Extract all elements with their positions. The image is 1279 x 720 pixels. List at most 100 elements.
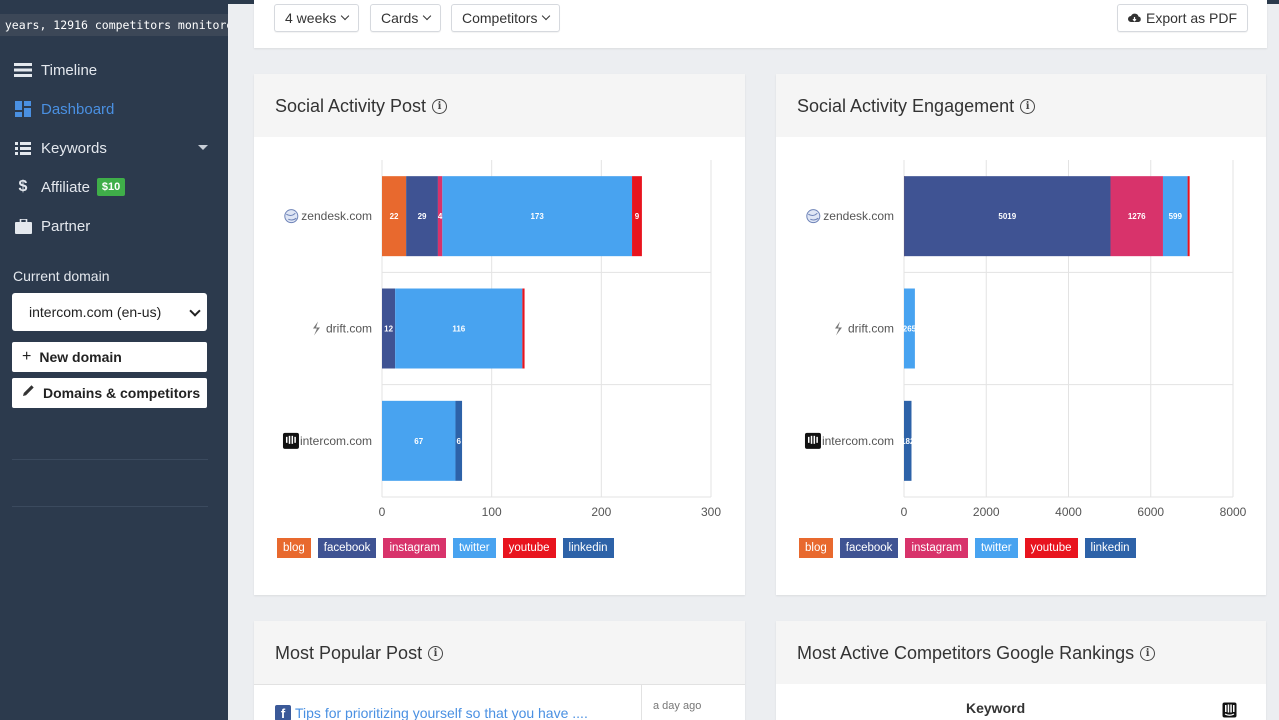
bar-data-label: 4 xyxy=(438,212,443,221)
x-tick-label: 0 xyxy=(379,505,386,519)
sidebar-divider xyxy=(12,506,208,507)
bar-data-label: 265 xyxy=(903,325,917,334)
intercom-logo-bar xyxy=(285,436,288,443)
legend-linkedin[interactable]: linkedin xyxy=(1084,538,1136,558)
popular-post-row: f Tips for prioritizing yourself so that… xyxy=(254,684,745,720)
competitors-dropdown[interactable]: Competitors xyxy=(451,4,561,32)
export-pdf-button[interactable]: Export as PDF xyxy=(1117,4,1249,32)
bar-segment-youtube xyxy=(1187,176,1190,257)
view-dropdown[interactable]: Cards xyxy=(370,4,442,32)
nav-dashboard-label: Dashboard xyxy=(41,100,115,118)
legend-blog[interactable]: blog xyxy=(277,538,311,558)
most-popular-post-card: Most Popular Post i f Tips for prioritiz… xyxy=(254,621,745,720)
nav-dashboard[interactable]: Dashboard xyxy=(0,91,228,127)
nav-affiliate[interactable]: $ Affiliate $10 xyxy=(0,169,228,205)
legend-youtube[interactable]: youtube xyxy=(502,538,556,558)
y-category-label: drift.com xyxy=(326,322,372,336)
bar-segment-facebook xyxy=(904,176,1111,257)
bar-data-label: 12 xyxy=(384,325,393,334)
export-label: Export as PDF xyxy=(1146,10,1238,26)
dollar-icon: $ xyxy=(18,178,28,195)
chevron-down-icon[interactable] xyxy=(198,145,208,150)
intercom-logo-bar xyxy=(291,435,294,444)
legend-blog[interactable]: blog xyxy=(799,538,833,558)
social-activity-engagement-card: Social Activity Engagement i 0 2000 4000 60… xyxy=(776,74,1266,595)
x-tick-label: 6000 xyxy=(1137,505,1164,519)
legend-instagram[interactable]: instagram xyxy=(905,538,968,558)
nav-keywords[interactable]: Keywords xyxy=(0,130,228,166)
info-icon[interactable]: i xyxy=(428,646,444,661)
chevron-down-icon xyxy=(542,11,551,21)
bar-segment-twitter xyxy=(395,288,523,369)
legend-youtube[interactable]: youtube xyxy=(1024,538,1078,558)
info-icon[interactable]: i xyxy=(432,99,448,114)
x-tick-label: 2000 xyxy=(973,505,1000,519)
globe-icon-lines xyxy=(808,212,819,221)
bar-data-label: 116 xyxy=(452,325,465,334)
card-title: Most Popular Post i xyxy=(275,643,444,664)
x-tick-label: 200 xyxy=(591,505,611,519)
bar-data-label: 5019 xyxy=(998,212,1016,221)
y-category-label: drift.com xyxy=(848,322,894,336)
current-domain-select[interactable]: intercom.com (en-us) xyxy=(12,293,207,331)
card-title: Social Activity Post i xyxy=(275,96,448,117)
popular-post-link[interactable]: Tips for prioritizing yourself so that y… xyxy=(295,705,588,720)
info-icon[interactable]: i xyxy=(1020,99,1036,114)
bar-data-label: 9 xyxy=(635,212,640,221)
bar-segment-youtube xyxy=(522,288,525,369)
nav-partner-label: Partner xyxy=(41,217,91,235)
info-icon[interactable]: i xyxy=(1140,646,1156,661)
intercom-logo-bar xyxy=(813,435,816,444)
legend-facebook[interactable]: facebook xyxy=(839,538,899,558)
bar-segment-instagram xyxy=(1110,176,1163,257)
monitoring-banner: 3 years, 12916 competitors monitored xyxy=(0,14,228,36)
lightning-icon xyxy=(834,321,842,336)
legend-instagram[interactable]: instagram xyxy=(383,538,446,558)
nav-partner[interactable]: Partner xyxy=(0,208,228,244)
bar-segment-blog xyxy=(382,176,407,257)
nav-affiliate-label: Affiliate xyxy=(41,178,90,196)
keyword-column-header[interactable]: Keyword xyxy=(966,700,1026,716)
intercom-logo-bar xyxy=(294,436,296,443)
intercom-logo-bar xyxy=(810,435,813,444)
globe-icon xyxy=(284,209,299,224)
y-category-label: intercom.com xyxy=(300,434,372,448)
y-category-label: intercom.com xyxy=(822,434,894,448)
globe-icon-lines xyxy=(286,212,297,221)
nav-timeline-label: Timeline xyxy=(41,61,98,79)
view-label: Cards xyxy=(381,10,419,26)
bar-segment-linkedin xyxy=(455,400,463,481)
intercom-logo-icon xyxy=(1222,702,1237,720)
timeline-icon xyxy=(13,63,33,77)
legend-twitter[interactable]: twitter xyxy=(452,538,496,558)
social-post-title: Social Activity Post xyxy=(275,96,427,116)
x-tick-label: 100 xyxy=(482,505,502,519)
nav-keywords-label: Keywords xyxy=(41,139,107,157)
period-dropdown[interactable]: 4 weeks xyxy=(274,4,360,32)
google-rankings-card: Most Active Competitors Google Rankings … xyxy=(776,621,1266,720)
bar-data-label: 29 xyxy=(418,212,427,221)
nav-timeline[interactable]: Timeline xyxy=(0,52,228,88)
legend-twitter[interactable]: twitter xyxy=(974,538,1018,558)
card-header xyxy=(776,621,1266,684)
bar-data-label: 22 xyxy=(390,212,399,221)
bar-segment-twitter xyxy=(382,400,456,481)
legend-facebook[interactable]: facebook xyxy=(317,538,377,558)
banner-text: 3 years, 12916 competitors monitored xyxy=(0,18,228,32)
chevron-down-icon xyxy=(423,11,432,21)
bar-segment-twitter xyxy=(904,288,915,369)
current-domain-label: Current domain xyxy=(13,268,110,284)
bar-segment-twitter xyxy=(442,176,633,257)
x-tick-label: 4000 xyxy=(1055,505,1082,519)
legend-linkedin[interactable]: linkedin xyxy=(562,538,614,558)
intercom-logo-bar xyxy=(816,436,818,443)
domains-competitors-button[interactable]: Domains & competitors xyxy=(12,378,207,408)
column-divider xyxy=(641,685,642,720)
new-domain-button[interactable]: + New domain xyxy=(12,342,207,372)
dashboard-icon xyxy=(13,101,33,117)
popular-post-time: a day ago xyxy=(653,700,702,712)
card-header xyxy=(254,621,745,684)
chart-legend: blog facebook instagram twitter youtube … xyxy=(277,538,621,558)
rankings-title: Most Active Competitors Google Rankings xyxy=(797,643,1135,663)
intercom-logo-icon xyxy=(282,432,299,449)
